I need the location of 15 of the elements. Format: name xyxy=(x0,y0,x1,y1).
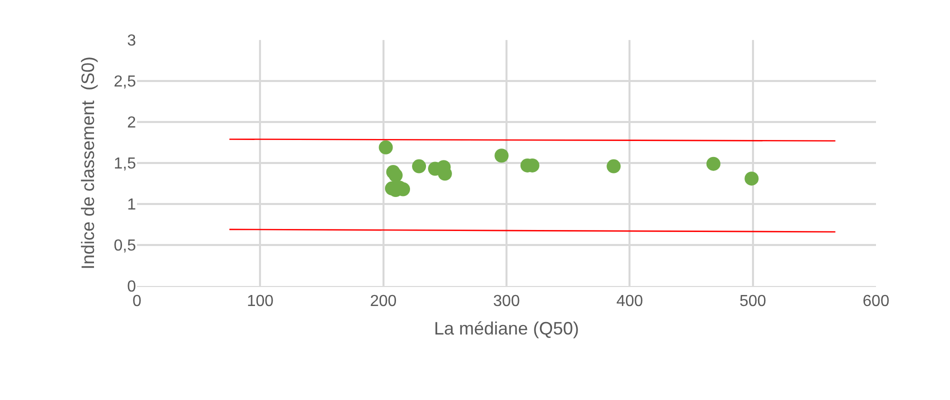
x-axis-title: La médiane (Q50) xyxy=(434,318,580,338)
y-tick-label: 0 xyxy=(127,278,136,296)
x-tick-label: 100 xyxy=(246,293,274,310)
y-tick-label: 3 xyxy=(127,32,136,50)
y-tick-label: 2 xyxy=(127,114,136,132)
y-tick-label: 1,5 xyxy=(114,156,136,173)
x-tick-label: 300 xyxy=(493,293,520,310)
y-tick-label: 0,5 xyxy=(114,238,136,255)
x-tick-label: 200 xyxy=(370,293,397,310)
x-tick-label: 600 xyxy=(862,293,890,310)
y-tick-label: 2,5 xyxy=(114,74,136,91)
y-tick-label: 1 xyxy=(127,196,136,214)
x-tick-label: 400 xyxy=(616,293,644,310)
x-tick-label: 500 xyxy=(739,293,766,310)
y-axis-title: Indice de classement (S0) xyxy=(78,56,98,270)
